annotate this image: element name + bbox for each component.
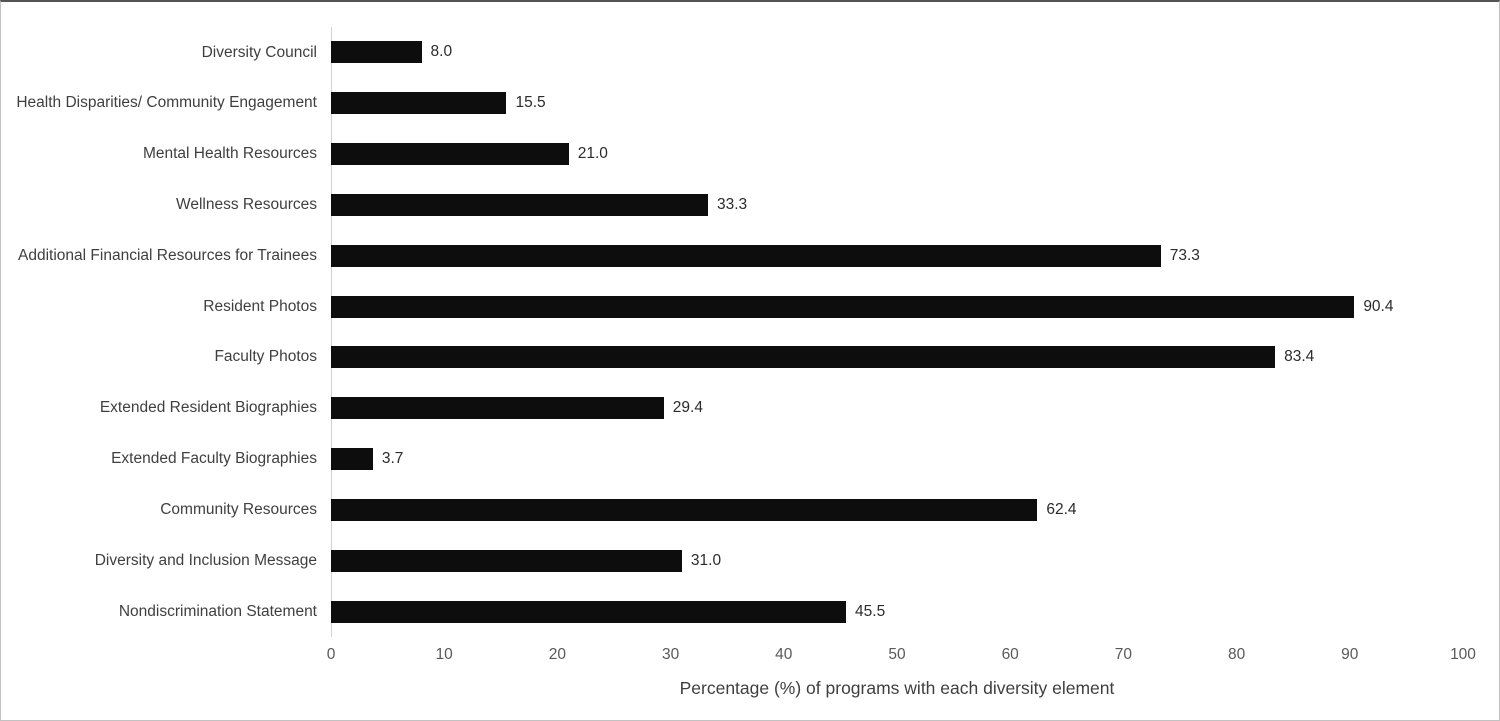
x-axis-tick: 90 (1341, 646, 1359, 663)
y-axis-line (331, 27, 332, 637)
bar-track: 45.5 (331, 586, 1463, 637)
x-axis-tick: 0 (326, 646, 336, 663)
category-label: Community Resources (160, 500, 317, 518)
bar-row: Diversity Council 8.0 (5, 27, 1463, 78)
bar-track: 33.3 (331, 179, 1463, 230)
category-label: Diversity Council (201, 43, 317, 61)
value-label: 73.3 (1169, 246, 1200, 264)
category-label: Additional Financial Resources for Train… (18, 246, 317, 264)
value-label: 21.0 (577, 145, 608, 163)
bar (331, 41, 422, 64)
category-label: Nondiscrimination Statement (118, 602, 317, 620)
category-label: Extended Faculty Biographies (111, 450, 317, 468)
x-axis-title: Percentage (%) of programs with each div… (679, 678, 1115, 698)
bar-track: 62.4 (331, 484, 1463, 535)
bar (331, 498, 1038, 521)
value-label: 45.5 (855, 602, 886, 620)
value-label: 3.7 (381, 450, 404, 468)
bar (331, 143, 569, 166)
bar-track: 29.4 (331, 383, 1463, 434)
value-label: 15.5 (515, 94, 546, 112)
bar-row: Mental Health Resources 21.0 (5, 129, 1463, 180)
bar-row: Extended Faculty Biographies 3.7 (5, 434, 1463, 485)
bar-row: Additional Financial Resources for Train… (5, 230, 1463, 281)
bar (331, 549, 682, 572)
bar-track: 15.5 (331, 78, 1463, 129)
bar-row: Diversity and Inclusion Message 31.0 (5, 535, 1463, 586)
category-label: Extended Resident Biographies (99, 399, 317, 417)
value-label: 62.4 (1046, 500, 1077, 518)
bar-track: 90.4 (331, 281, 1463, 332)
bar-track: 31.0 (331, 535, 1463, 586)
value-label: 83.4 (1284, 348, 1315, 366)
value-label: 31.0 (690, 551, 722, 569)
bar-row: Faculty Photos 83.4 (5, 332, 1463, 383)
category-label: Faculty Photos (214, 348, 317, 366)
x-axis-tick: 70 (1114, 646, 1133, 663)
bar-row: Resident Photos 90.4 (5, 281, 1463, 332)
value-label: 8.0 (430, 43, 453, 61)
x-axis-tick: 60 (1001, 646, 1019, 663)
category-label: Health Disparities/ Community Engagement (16, 94, 317, 112)
bar-track: 83.4 (331, 332, 1463, 383)
category-label: Mental Health Resources (142, 145, 317, 163)
bar-track: 21.0 (331, 129, 1463, 180)
plot-area: Diversity Council 8.0 Health Disparities/ … (5, 27, 1463, 637)
bar-row: Wellness Resources 33.3 (5, 179, 1463, 230)
bar-row: Extended Resident Biographies 29.4 (5, 383, 1463, 434)
bar-row: Community Resources 62.4 (5, 484, 1463, 535)
x-axis-tick: 30 (661, 646, 680, 663)
bar-track: 73.3 (331, 230, 1463, 281)
bar (331, 92, 507, 115)
x-axis-tick: 20 (548, 646, 567, 663)
value-label: 29.4 (672, 399, 703, 417)
x-axis-tick: 10 (435, 646, 453, 663)
bar (331, 193, 708, 216)
value-label: 90.4 (1363, 297, 1394, 315)
bar-track: 8.0 (331, 27, 1463, 78)
value-label: 33.3 (716, 195, 748, 213)
category-label: Resident Photos (203, 297, 317, 315)
bar-track: 3.7 (331, 434, 1463, 485)
category-label: Diversity and Inclusion Message (94, 551, 317, 569)
x-axis-tick: 100 (1450, 646, 1476, 663)
x-axis-tick: 50 (888, 646, 906, 663)
x-axis: 0 10 20 30 40 50 60 70 80 90 100 (327, 646, 1476, 666)
bar (331, 448, 373, 471)
bar-row: Nondiscrimination Statement 45.5 (5, 586, 1463, 637)
bar (331, 244, 1161, 267)
x-axis-tick: 80 (1227, 646, 1246, 663)
category-label: Wellness Resources (176, 195, 317, 213)
bar (331, 600, 847, 623)
bar (331, 397, 664, 420)
x-axis-tick: 40 (775, 646, 793, 663)
bar-row: Health Disparities/ Community Engagement… (5, 78, 1463, 129)
bar (331, 346, 1276, 369)
bar (331, 295, 1355, 318)
